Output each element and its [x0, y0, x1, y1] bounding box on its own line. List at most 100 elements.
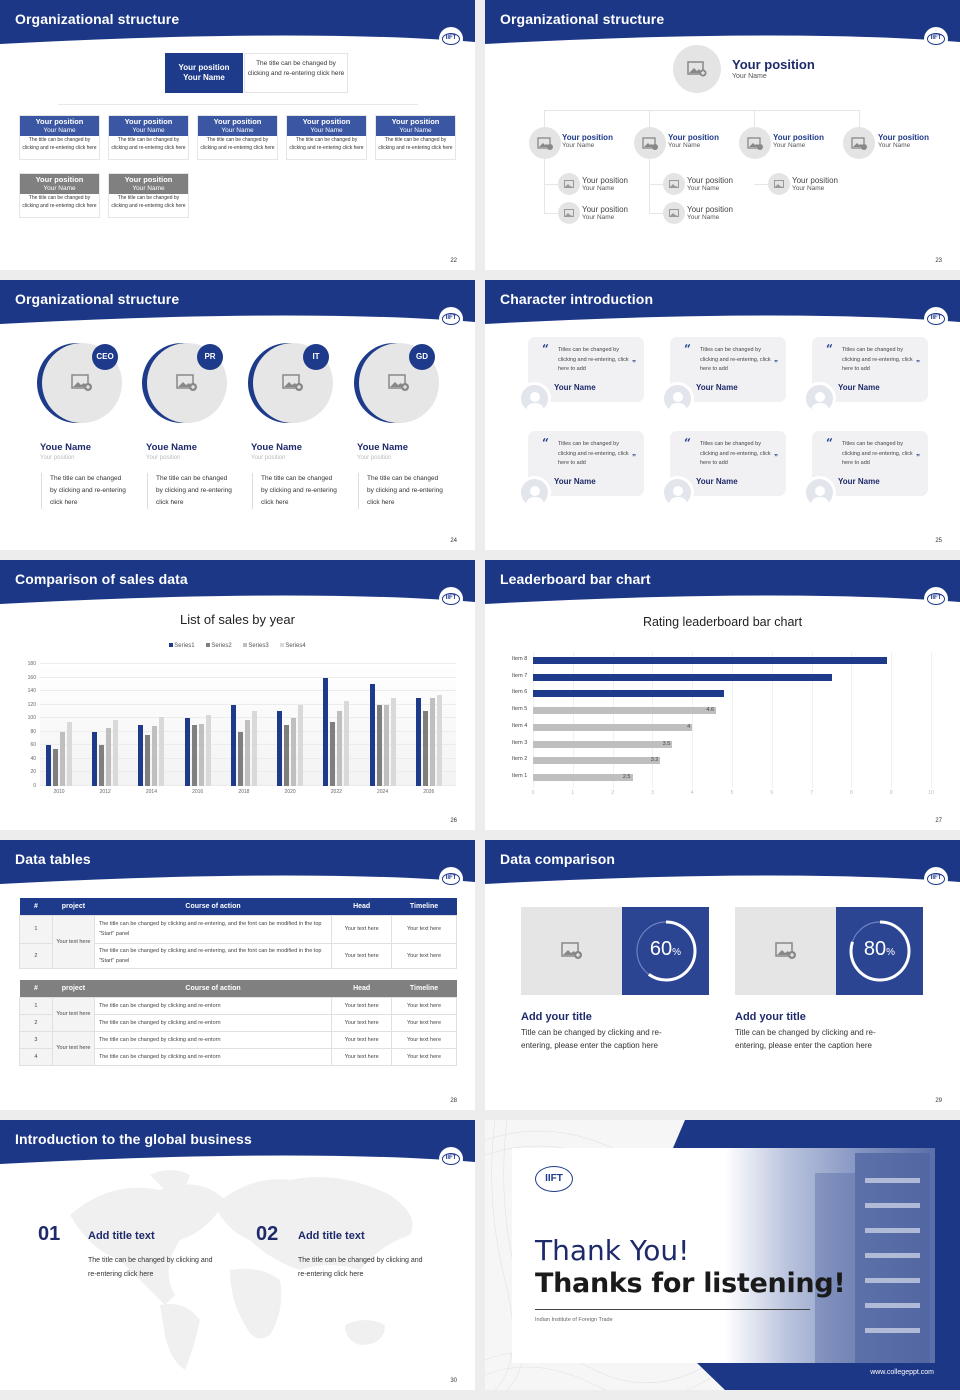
bar-series4-2012[interactable] [113, 719, 119, 786]
bar-series4-2022[interactable] [344, 701, 350, 786]
image-placeholder[interactable] [558, 173, 580, 195]
quote-card[interactable]: “Titles can be changed by clicking and r… [528, 337, 644, 402]
avatar-icon[interactable] [803, 476, 836, 509]
bar-series2-2018[interactable] [237, 731, 243, 786]
bar-series3-2026[interactable] [429, 697, 435, 786]
bar-series2-2010[interactable] [53, 748, 58, 786]
bar-series1-2010[interactable] [46, 745, 51, 786]
avatar-icon[interactable] [661, 476, 694, 509]
org-top-desc: The title can be changed by clicking and… [244, 53, 348, 93]
quote-card[interactable]: “Titles can be changed by clicking and r… [812, 431, 928, 496]
bar-series4-2010[interactable] [67, 721, 72, 786]
profile-circle[interactable]: CEO [37, 343, 122, 427]
bar-series4-2014[interactable] [159, 716, 165, 786]
org-card[interactable]: Your position Your Name The title can be … [197, 115, 278, 160]
bar-series3-2014[interactable] [152, 726, 158, 786]
level2-position: Your position Your Name [773, 133, 824, 150]
percent-value: 80% [863, 938, 896, 960]
image-placeholder[interactable] [768, 173, 790, 195]
gridline [891, 652, 893, 788]
gridline [40, 717, 456, 719]
website-link[interactable]: www.collegeppt.com [870, 1369, 934, 1376]
avatar-icon[interactable] [803, 382, 836, 415]
bar-series3-2012[interactable] [106, 728, 112, 786]
bar-series1-2024[interactable] [369, 684, 375, 786]
bar-series2-2014[interactable] [145, 735, 151, 786]
image-placeholder[interactable] [673, 45, 721, 93]
profile-circle[interactable]: PR [142, 343, 227, 427]
org-card-gray[interactable]: Your position Your Name The title can be … [19, 173, 100, 218]
x-tick-label: 2014 [145, 789, 157, 795]
image-placeholder[interactable] [663, 173, 685, 195]
image-placeholder[interactable] [735, 907, 836, 995]
slide-25[interactable]: Character introduction IIFT “Titles can … [485, 280, 960, 550]
profile-circle[interactable]: GD [354, 343, 439, 427]
bar-series2-2026[interactable] [422, 711, 428, 786]
slide-22[interactable]: Organizational structure IIFT Your posit… [0, 0, 475, 270]
slide-29[interactable]: Data comparison IIFT 60% Add your title … [485, 840, 960, 1110]
org-top-position[interactable]: Your position Your Name [165, 53, 243, 93]
bar-series3-2020[interactable] [291, 718, 297, 786]
column-chart-plot[interactable] [40, 663, 456, 786]
profile-circle[interactable]: IT [248, 343, 333, 427]
page-number: 22 [450, 258, 457, 264]
org-card[interactable]: Your position Your Name The title can be … [375, 115, 456, 160]
slide-26[interactable]: Comparison of sales data IIFT List of sa… [0, 560, 475, 830]
bar-series1-2012[interactable] [92, 731, 98, 786]
avatar-icon[interactable] [518, 476, 551, 509]
bar-series3-2016[interactable] [198, 723, 204, 786]
slide-31-thank-you[interactable]: IIFT Thank You! Thanks for listening! In… [485, 1120, 960, 1390]
slide-27[interactable]: Leaderboard bar chart IIFT Rating leader… [485, 560, 960, 830]
bar-item-4[interactable]: 4 [533, 723, 693, 731]
bar-item-6[interactable] [533, 690, 725, 698]
org-card[interactable]: Your position Your Name The title can be … [286, 115, 367, 160]
bar-series4-2020[interactable] [298, 704, 304, 786]
org-card[interactable]: Your position Your Name The title can be … [108, 115, 189, 160]
slide-30[interactable]: Introduction to the global business IIFT… [0, 1120, 475, 1390]
slide-28[interactable]: Data tables IIFT # project Course of act… [0, 840, 475, 1110]
bar-series4-2024[interactable] [390, 697, 396, 786]
avatar-icon[interactable] [661, 382, 694, 415]
bar-series2-2022[interactable] [330, 721, 336, 786]
bar-series2-2024[interactable] [376, 704, 382, 786]
bar-item-7[interactable] [533, 673, 832, 681]
bar-series1-2020[interactable] [277, 711, 283, 786]
x-tick-label: 2020 [284, 789, 296, 795]
add-image-icon [687, 61, 707, 77]
bar-item-3[interactable]: 3.5 [533, 740, 673, 748]
bar-series1-2018[interactable] [230, 704, 236, 786]
bar-series4-2018[interactable] [251, 711, 257, 786]
bar-series2-2020[interactable] [284, 725, 290, 786]
bar-series1-2026[interactable] [415, 697, 421, 786]
image-placeholder[interactable] [843, 127, 875, 159]
bar-series4-2016[interactable] [205, 714, 211, 786]
bar-item-2[interactable]: 3.2 [533, 757, 661, 765]
image-placeholder[interactable] [739, 127, 771, 159]
slide-title: Organizational structure [500, 11, 665, 27]
org-card[interactable]: Your position Your Name The title can be … [19, 115, 100, 160]
bar-item-8[interactable] [533, 657, 888, 664]
image-placeholder[interactable] [634, 127, 666, 159]
bar-series3-2022[interactable] [337, 711, 343, 786]
image-placeholder[interactable] [663, 202, 685, 224]
bar-series3-2010[interactable] [60, 731, 65, 786]
bar-series1-2014[interactable] [138, 725, 144, 786]
percent-value: 60% [649, 938, 682, 960]
bar-series3-2018[interactable] [244, 719, 250, 786]
org-card-gray[interactable]: Your position Your Name The title can be … [108, 173, 189, 218]
bar-item-1[interactable]: 2.5 [533, 773, 633, 781]
avatar-icon[interactable] [518, 382, 551, 415]
image-placeholder[interactable] [521, 907, 622, 995]
bar-series3-2024[interactable] [383, 704, 389, 786]
image-placeholder[interactable] [529, 127, 561, 159]
bar-series1-2022[interactable] [323, 677, 329, 786]
bar-series4-2026[interactable] [436, 694, 442, 786]
bar-series2-2016[interactable] [191, 725, 197, 786]
bar-series2-2012[interactable] [99, 745, 105, 786]
category-label: Item 4 [512, 722, 528, 729]
slide-23[interactable]: Organizational structure IIFT Your posit… [485, 0, 960, 270]
slide-24[interactable]: Organizational structure IIFT CEO PR IT … [0, 280, 475, 550]
image-placeholder[interactable] [558, 202, 580, 224]
bar-item-5[interactable]: 4.6 [533, 707, 717, 715]
bar-series1-2016[interactable] [184, 718, 190, 786]
